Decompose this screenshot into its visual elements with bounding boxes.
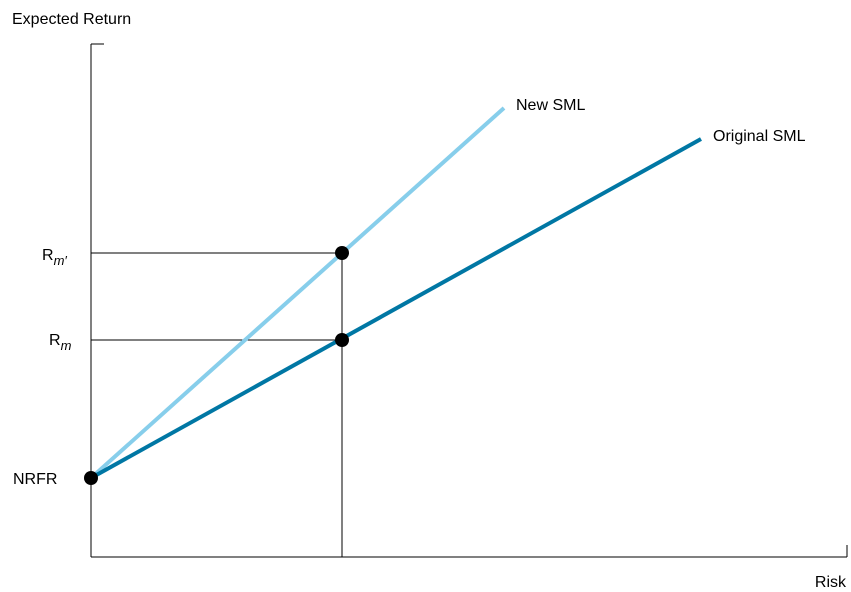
y-axis-title: Expected Return (12, 11, 131, 28)
new-sml-label: New SML (516, 97, 585, 114)
original-sml-line (90, 137, 702, 480)
rm-point (335, 333, 349, 347)
rm-prime-point (335, 246, 349, 260)
new-sml-line (89, 106, 506, 480)
original-sml-label: Original SML (713, 128, 806, 145)
rm-label-base: R (49, 332, 61, 349)
rm-label-sub: m (61, 338, 72, 353)
nrfr-point (84, 471, 98, 485)
rm-prime-label-sub: m′ (54, 253, 68, 268)
rm-prime-label-base: R (42, 247, 54, 264)
x-axis-title: Risk (815, 574, 847, 591)
rm-prime-label: Rm′ (42, 247, 67, 268)
rm-label: Rm (49, 332, 72, 353)
nrfr-label: NRFR (13, 471, 57, 488)
